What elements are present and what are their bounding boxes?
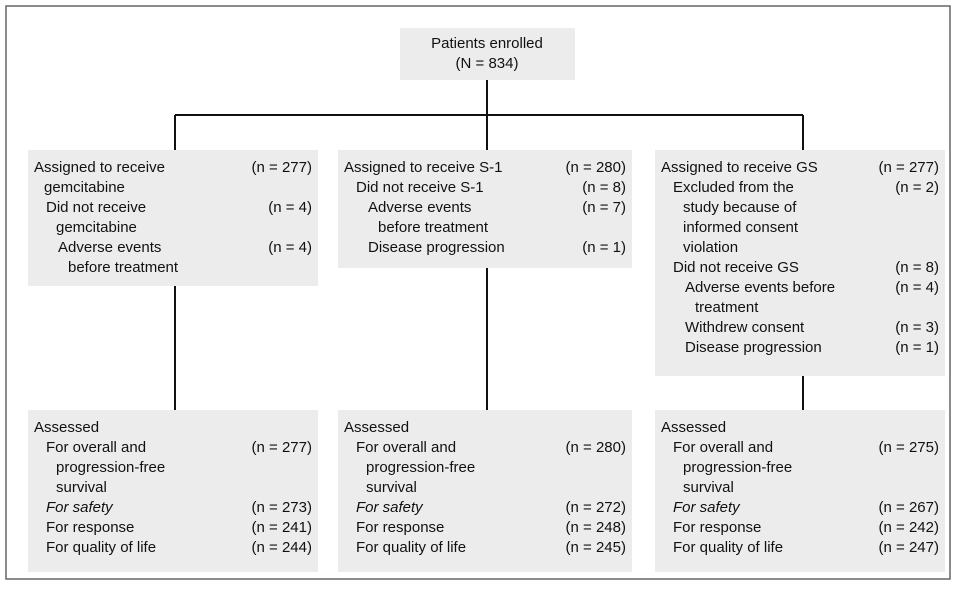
row-count: (n = 248)	[566, 519, 626, 536]
row-count: (n = 247)	[879, 539, 939, 556]
row-label: For response	[46, 519, 134, 536]
row-label: For quality of life	[46, 539, 156, 556]
row-count: (n = 245)	[566, 539, 626, 556]
enrolled-box	[400, 28, 575, 80]
row-count: (n = 2)	[895, 179, 939, 196]
row-count: (n = 4)	[268, 239, 312, 256]
row-label: progression-free	[683, 459, 792, 476]
row-label: gemcitabine	[44, 179, 125, 196]
row-label: Adverse events before	[685, 279, 835, 296]
arm-box	[655, 150, 945, 376]
row-count: (n = 277)	[252, 159, 312, 176]
row-label: informed consent	[683, 219, 799, 236]
row-label: For quality of life	[673, 539, 783, 556]
assessed-title: Assessed	[344, 419, 409, 436]
arm-box	[28, 150, 318, 286]
row-label: before treatment	[68, 259, 179, 276]
row-label: Assigned to receive	[34, 159, 165, 176]
row-count: (n = 277)	[252, 439, 312, 456]
assessed-title: Assessed	[34, 419, 99, 436]
row-label: Did not receive	[46, 199, 146, 216]
row-label: For quality of life	[356, 539, 466, 556]
enrolled-label: Patients enrolled	[431, 35, 543, 52]
enrolled-n: (N = 834)	[456, 55, 519, 72]
row-label: violation	[683, 239, 738, 256]
row-label: For response	[673, 519, 761, 536]
row-count: (n = 4)	[268, 199, 312, 216]
row-label: progression-free	[56, 459, 165, 476]
row-count: (n = 241)	[252, 519, 312, 536]
row-label: Disease progression	[685, 339, 822, 356]
row-count: (n = 242)	[879, 519, 939, 536]
row-count: (n = 267)	[879, 499, 939, 516]
row-label: gemcitabine	[56, 219, 137, 236]
assessed-box	[655, 410, 945, 572]
row-label: before treatment	[378, 219, 489, 236]
row-count: (n = 8)	[582, 179, 626, 196]
row-label: Withdrew consent	[685, 319, 805, 336]
row-count: (n = 1)	[582, 239, 626, 256]
row-label: Did not receive S-1	[356, 179, 484, 196]
row-count: (n = 273)	[252, 499, 312, 516]
row-count: (n = 8)	[895, 259, 939, 276]
row-label: survival	[366, 479, 417, 496]
row-label: For overall and	[356, 439, 456, 456]
row-count: (n = 277)	[879, 159, 939, 176]
row-label: Adverse events	[58, 239, 161, 256]
row-label: Disease progression	[368, 239, 505, 256]
row-count: (n = 280)	[566, 159, 626, 176]
row-label: progression-free	[366, 459, 475, 476]
row-count: (n = 7)	[582, 199, 626, 216]
row-label: study because of	[683, 199, 797, 216]
arm-box	[338, 150, 632, 268]
row-label: For overall and	[673, 439, 773, 456]
assessed-box	[338, 410, 632, 572]
row-label: Adverse events	[368, 199, 471, 216]
row-count: (n = 1)	[895, 339, 939, 356]
row-count: (n = 244)	[252, 539, 312, 556]
row-count: (n = 275)	[879, 439, 939, 456]
assessed-box	[28, 410, 318, 572]
row-label: survival	[56, 479, 107, 496]
row-count: (n = 3)	[895, 319, 939, 336]
row-label: For safety	[46, 499, 114, 516]
row-label: For response	[356, 519, 444, 536]
row-count: (n = 272)	[566, 499, 626, 516]
row-count: (n = 4)	[895, 279, 939, 296]
row-label: Assigned to receive S-1	[344, 159, 502, 176]
connector-lines	[174, 80, 804, 410]
row-label: Did not receive GS	[673, 259, 799, 276]
row-label: treatment	[695, 299, 759, 316]
row-label: Assigned to receive GS	[661, 159, 818, 176]
row-label: For safety	[673, 499, 741, 516]
row-label: For overall and	[46, 439, 146, 456]
row-label: survival	[683, 479, 734, 496]
row-label: For safety	[356, 499, 424, 516]
row-count: (n = 280)	[566, 439, 626, 456]
row-label: Excluded from the	[673, 179, 794, 196]
assessed-title: Assessed	[661, 419, 726, 436]
